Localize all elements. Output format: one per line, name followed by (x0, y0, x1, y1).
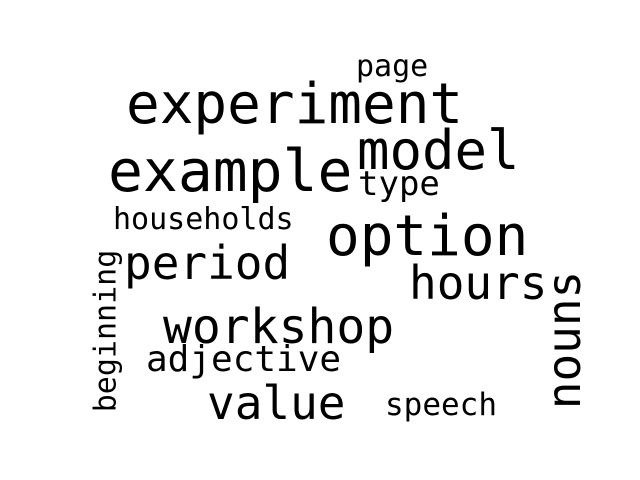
word-beginning: beginning (88, 249, 124, 413)
word-workshop: workshop (163, 299, 395, 355)
word-experiment: experiment (126, 72, 464, 137)
word-period: period (124, 236, 291, 290)
word-speech: speech (385, 387, 497, 423)
word-hours: hours (409, 256, 548, 310)
word-adjective: adjective (146, 339, 342, 380)
word-example: example (108, 137, 353, 205)
word-households: households (113, 202, 294, 237)
word-option: option (326, 204, 529, 269)
word-model: model (357, 119, 520, 182)
word-type: type (358, 164, 440, 204)
word-nouns: nouns (537, 270, 592, 410)
word-value: value (207, 376, 346, 430)
word-page: page (356, 49, 429, 84)
